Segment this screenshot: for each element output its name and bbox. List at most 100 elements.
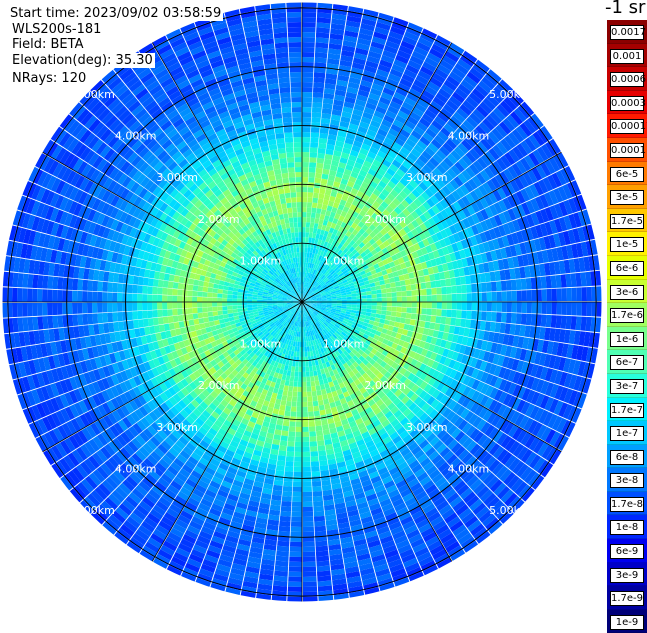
range-gate-cell (502, 302, 507, 312)
range-gate-cell (314, 77, 325, 83)
range-gate-cell (294, 457, 302, 462)
range-gate-cell (287, 396, 292, 402)
range-gate-cell (561, 274, 567, 287)
range-gate-cell (296, 427, 302, 432)
range-gate-cell (312, 203, 317, 209)
range-gate-cell (316, 561, 329, 567)
range-gate-cell (293, 487, 302, 492)
range-gate-cell (387, 306, 392, 311)
range-gate-cell (287, 597, 302, 602)
range-gate-cell (291, 522, 302, 527)
range-gate-cell (302, 422, 308, 427)
range-gate-cell (303, 507, 313, 512)
range-gate-cell (302, 402, 307, 407)
range-gate-cell (411, 308, 416, 314)
range-gate-cell (372, 294, 377, 298)
range-gate-cell (337, 298, 342, 300)
range-gate-cell (277, 455, 285, 461)
range-gate-cell (576, 316, 582, 330)
range-gate-cell (305, 352, 308, 357)
range-gate-cell (315, 213, 320, 219)
range-gate-cell (442, 294, 447, 301)
range-gate-cell (280, 511, 291, 517)
range-gate-cell (452, 294, 457, 302)
range-gate-cell (277, 460, 286, 466)
range-gate-cell (445, 317, 451, 325)
range-gate-cell (303, 477, 312, 482)
range-gate-cell (285, 406, 291, 412)
range-gate-cell (361, 308, 366, 312)
range-gate-cell (512, 291, 517, 302)
range-gate-cell (302, 387, 306, 392)
range-gate-cell (302, 57, 314, 62)
range-gate-cell (307, 202, 312, 207)
range-gate-cell (293, 382, 297, 387)
range-gate-cell (313, 406, 319, 412)
range-gate-cell (302, 392, 307, 397)
range-gate-cell (320, 410, 326, 416)
range-gate-cell (375, 285, 381, 290)
range-gate-cell (297, 407, 302, 412)
range-gate-cell (427, 302, 432, 308)
range-gate-cell (437, 295, 442, 302)
range-gate-cell (512, 302, 517, 313)
range-gate-cell (371, 290, 376, 294)
range-gate-cell (597, 286, 602, 301)
range-gate-cell (302, 67, 314, 72)
range-gate-cell (311, 456, 319, 462)
range-gate-cell (446, 286, 452, 294)
range-gate-cell (288, 587, 302, 592)
range-gate-cell (320, 214, 325, 220)
range-gate-cell (302, 247, 305, 252)
range-gate-cell (412, 302, 417, 308)
range-gate-cell (407, 296, 412, 301)
range-gate-cell (309, 421, 315, 426)
range-gate-cell (297, 402, 302, 407)
range-gate-cell (370, 286, 376, 290)
range-gate-cell (289, 426, 296, 431)
range-gate-cell (482, 292, 487, 301)
range-gate-cell (302, 162, 309, 167)
range-gate-cell (462, 302, 467, 310)
range-gate-cell (367, 302, 372, 305)
range-gate-cell (295, 447, 302, 452)
range-gate-cell (367, 295, 372, 299)
range-gate-cell (288, 436, 295, 442)
range-gate-cell (283, 481, 292, 487)
range-gate-cell (482, 302, 487, 311)
range-gate-cell (422, 295, 427, 301)
range-gate-cell (302, 197, 307, 202)
range-gate-cell (311, 466, 320, 472)
range-gate-cell (303, 462, 311, 467)
range-gate-cell (316, 168, 323, 174)
range-gate-cell (442, 302, 447, 309)
range-gate-cell (305, 362, 308, 367)
range-gate-cell (476, 311, 482, 320)
range-gate-cell (406, 307, 411, 313)
range-gate-cell (552, 302, 557, 315)
range-gate-cell (294, 462, 302, 467)
range-gate-cell (461, 285, 467, 293)
range-gate-cell (397, 307, 402, 312)
range-gate-cell (302, 337, 304, 342)
range-gate-cell (377, 294, 382, 298)
range-gate-cell (318, 445, 326, 451)
range-gate-cell (275, 561, 288, 567)
range-gate-cell (291, 517, 302, 522)
range-gate-cell (382, 306, 387, 310)
range-gate-cell (366, 309, 371, 313)
range-gate-cell (316, 32, 330, 38)
range-gate-cell (342, 304, 347, 306)
range-gate-cell (287, 441, 294, 447)
range-gate-cell (352, 305, 357, 308)
range-gate-cell (304, 262, 306, 267)
range-gate-cell (387, 302, 392, 306)
range-gate-cell (307, 392, 312, 397)
range-gate-cell (302, 217, 306, 222)
range-gate-cell (377, 306, 382, 310)
range-gate-cell (303, 577, 317, 582)
range-gate-cell (437, 302, 442, 309)
range-gate-cell (284, 471, 293, 477)
range-gate-cell (302, 207, 307, 212)
range-gate-cell (456, 310, 462, 318)
